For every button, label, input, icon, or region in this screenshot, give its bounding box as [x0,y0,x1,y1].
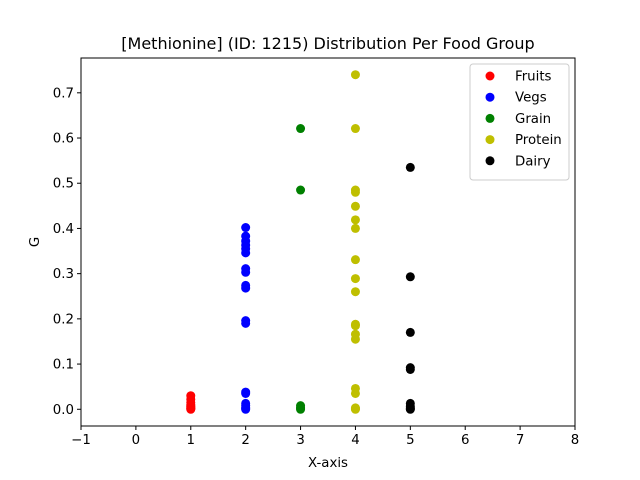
data-point [241,223,251,233]
data-point [405,404,415,414]
data-point [405,364,415,374]
legend-box [469,63,570,181]
legend-label: Vegs [515,91,547,106]
x-tick-label: 5 [406,433,414,448]
y-axis: 0.0 0.1 0.2 0.3 0.4 0.5 0.6 0.7 [53,86,81,418]
data-point [296,404,306,414]
data-point [405,272,415,282]
y-tick-label: 0.2 [53,312,74,327]
series-grain [296,124,306,414]
y-tick-label: 0.6 [53,132,74,147]
data-point [296,124,306,134]
series-dairy [405,162,415,414]
series-protein [350,70,360,414]
y-tick-label: 0.4 [53,222,74,237]
x-tick-label: 2 [241,433,249,448]
legend-marker [485,71,495,81]
x-tick-label: 1 [187,433,195,448]
legend-marker [485,156,495,166]
data-point [405,327,415,337]
x-tick-label: 0 [132,433,140,448]
y-tick-label: 0.3 [53,267,74,282]
legend-label: Protein [515,133,562,148]
data-point [350,124,360,134]
data-point [241,404,251,414]
data-point [241,318,251,328]
data-point [241,248,251,258]
data-point [350,70,360,80]
legend-marker [485,135,495,145]
x-axis: −1 0 1 2 3 4 5 6 7 8 [71,426,579,448]
legend-label: Fruits [515,70,552,85]
data-point [296,185,306,195]
data-point [350,187,360,197]
data-point [350,215,360,225]
data-point [241,388,251,398]
data-point [350,287,360,297]
data-point [350,404,360,414]
x-tick-label: 7 [516,433,524,448]
y-tick-label: 0.1 [53,358,74,373]
data-point [241,283,251,293]
data-point [350,334,360,344]
x-axis-label: X-axis [308,456,348,471]
y-axis-label: G [28,237,43,247]
data-point [350,223,360,233]
y-tick-label: 0.0 [53,403,74,418]
data-point [350,255,360,265]
x-tick-label: −1 [71,433,91,448]
y-tick-label: 0.7 [53,86,74,101]
legend: Fruits Vegs Grain Protein Dairy [469,63,570,181]
x-tick-label: 3 [296,433,304,448]
chart-title: [Methionine] (ID: 1215) Distribution Per… [121,34,534,53]
x-tick-label: 6 [461,433,469,448]
data-point [350,274,360,284]
data-point [241,267,251,277]
plot-area [186,70,415,414]
data-point [186,404,196,414]
legend-marker [485,92,495,102]
data-point [405,162,415,172]
y-tick-label: 0.5 [53,177,74,192]
series-vegs [241,223,251,414]
legend-label: Grain [515,112,551,127]
data-point [350,201,360,211]
x-tick-label: 4 [351,433,359,448]
legend-label: Dairy [515,154,551,169]
data-point [350,388,360,398]
legend-marker [485,113,495,123]
series-fruits [186,391,196,414]
data-point [350,321,360,331]
plot-frame [80,57,576,427]
x-tick-label: 8 [571,433,579,448]
